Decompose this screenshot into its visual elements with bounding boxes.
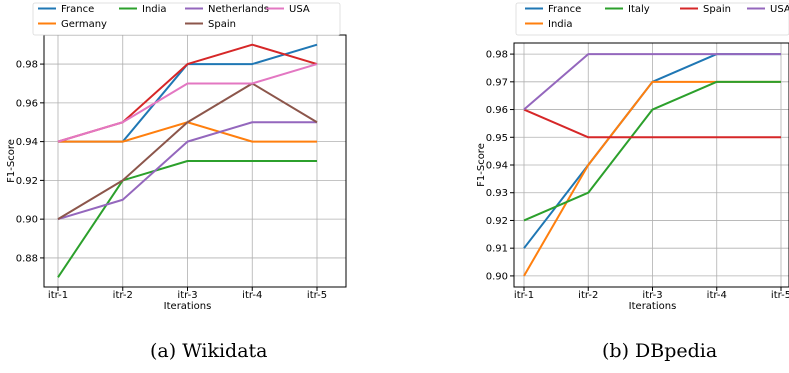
- y-tick-label: 0.94: [16, 137, 38, 148]
- x-tick-label: itr-3: [177, 290, 197, 301]
- y-tick-label: 0.88: [16, 253, 38, 264]
- legend-label: USA: [289, 4, 310, 15]
- legend-label: Spain: [703, 4, 731, 15]
- x-tick-label: itr-2: [113, 290, 133, 301]
- y-tick-label: 0.93: [486, 188, 508, 199]
- legend-box: [32, 2, 341, 36]
- series-line-usa: [57, 63, 318, 143]
- x-tick-label: itr-5: [307, 290, 327, 301]
- x-tick-label: itr-1: [48, 290, 68, 301]
- legend-label: India: [142, 4, 167, 15]
- legend-label: Spain: [208, 19, 236, 30]
- y-tick-label: 0.97: [486, 77, 508, 88]
- legend-label: USA: [770, 4, 789, 15]
- caption-wikidata: (a) Wikidata: [150, 340, 268, 362]
- legend-label: Germany: [61, 19, 107, 30]
- y-tick-label: 0.96: [486, 105, 508, 116]
- series-line-spain: [523, 108, 781, 139]
- x-tick-label: itr-4: [242, 290, 262, 301]
- y-tick-label: 0.96: [16, 98, 38, 109]
- x-tick-label: itr-1: [514, 290, 534, 301]
- y-axis-label: F1-Score: [6, 139, 17, 183]
- chart-wikidata: itr-1 itr-2 itr-3 itr-4 itr-5 0.88 0.90 0.92 0.9…: [6, 2, 347, 312]
- series-line-netherlands: [57, 121, 317, 221]
- y-tick-label: 0.92: [486, 216, 508, 227]
- y-tick-label: 0.95: [486, 133, 508, 144]
- y-tick-label: 0.92: [16, 176, 38, 187]
- series-line-italy: [523, 80, 781, 222]
- legend-label: France: [61, 4, 94, 15]
- y-tick-label: 0.98: [486, 50, 508, 61]
- x-axis-label: Iterations: [164, 301, 212, 312]
- chart-dbpedia: itr-1 itr-2 itr-3 itr-4 itr-5 0.90 0.91 0.92 0.9…: [476, 2, 789, 312]
- y-tick-label: 0.94: [486, 161, 508, 172]
- legend-label: India: [548, 19, 573, 30]
- x-tick-label: itr-4: [707, 290, 727, 301]
- x-axis-label: Iterations: [629, 301, 677, 312]
- legend-box: [515, 2, 789, 36]
- legend-label: Netherlands: [208, 4, 269, 15]
- legend-label: France: [548, 4, 581, 15]
- y-tick-label: 0.98: [16, 60, 38, 71]
- x-tick-label: itr-5: [771, 290, 789, 301]
- x-tick-label: itr-2: [578, 290, 598, 301]
- series-line-india: [57, 160, 317, 278]
- y-tick-label: 0.90: [486, 271, 508, 282]
- x-tick-label: itr-3: [642, 290, 662, 301]
- series-line-usa: [523, 53, 781, 111]
- caption-dbpedia: (b) DBpedia: [602, 340, 718, 362]
- y-tick-label: 0.91: [486, 244, 508, 255]
- y-tick-label: 0.90: [16, 215, 38, 226]
- y-axis-label: F1-Score: [476, 143, 487, 187]
- series-line-spain: [57, 82, 318, 221]
- legend-label: Italy: [628, 4, 650, 15]
